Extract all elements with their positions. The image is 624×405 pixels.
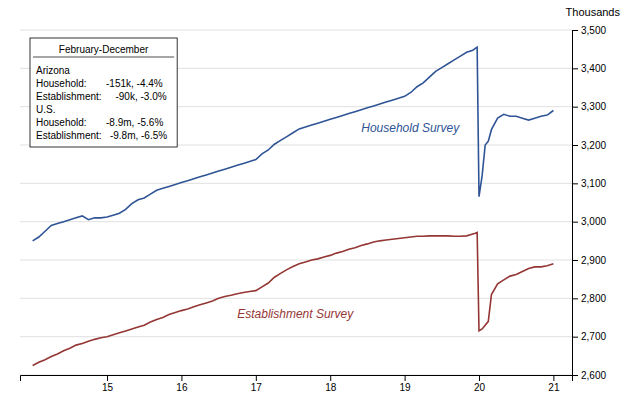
grid-line	[20, 183, 572, 184]
x-tick-mark	[330, 375, 331, 381]
series-line	[33, 232, 554, 365]
x-tick: 17	[251, 375, 263, 393]
x-tick: 15	[102, 375, 114, 393]
y-tick: 2,600	[572, 370, 606, 381]
y-tick-mark	[572, 30, 578, 31]
x-tick-label: 20	[474, 382, 486, 393]
x-tick-mark	[405, 375, 406, 381]
x-axis: 15 16 17 18 19 20 21	[21, 375, 573, 393]
y-tick-label: 3,200	[581, 140, 606, 151]
y-tick-mark	[572, 107, 578, 108]
y-tick: 3,200	[572, 140, 606, 151]
x-tick: 20	[474, 375, 486, 393]
x-tick-mark	[479, 375, 480, 381]
annotation-line: Establishment: -9.8m, -6.5%	[36, 130, 167, 141]
y-tick: 3,400	[572, 63, 606, 74]
chart: 15 16 17 18 19 20 21 2,600 2,700 2,800 2,900 3,000 3…	[0, 0, 624, 405]
annotation-line: Establishment: -90k, -3.0%	[36, 91, 167, 102]
x-tick: 18	[325, 375, 337, 393]
x-tick-label: 16	[176, 382, 188, 393]
x-tick-mark	[107, 375, 108, 381]
x-tick: 16	[176, 375, 188, 393]
y-tick-label: 2,900	[581, 255, 606, 266]
grid	[20, 30, 572, 375]
x-axis-line	[21, 376, 573, 382]
y-tick-label: 2,600	[581, 370, 606, 381]
chart-title: Thousands	[566, 6, 621, 18]
y-tick-mark	[572, 183, 578, 184]
y-tick-label: 3,100	[581, 178, 606, 189]
annotation-line: Arizona	[36, 65, 70, 76]
y-axis: 2,600 2,700 2,800 2,900 3,000 3,100 3,200 3,300…	[572, 25, 606, 381]
y-tick-label: 3,000	[581, 216, 606, 227]
annotation-title: February-December	[59, 44, 149, 55]
grid-line	[20, 298, 572, 299]
y-tick-mark	[572, 145, 578, 146]
y-tick: 2,700	[572, 331, 606, 342]
x-tick-label: 17	[251, 382, 263, 393]
x-tick-label: 15	[102, 382, 114, 393]
annotation-line: Household: -151k, -4.4%	[36, 78, 163, 89]
y-tick-mark	[572, 298, 578, 299]
y-tick-mark	[572, 260, 578, 261]
grid-line	[20, 30, 572, 31]
grid-line	[20, 260, 572, 261]
annotation-line: U.S.	[36, 104, 55, 115]
y-tick: 3,300	[572, 101, 606, 112]
x-tick-label: 18	[325, 382, 337, 393]
series-label: Household Survey	[361, 121, 460, 135]
x-tick-mark	[256, 375, 257, 381]
y-tick: 3,100	[572, 178, 606, 189]
x-tick: 19	[400, 375, 412, 393]
x-tick-label: 21	[548, 382, 560, 393]
y-tick: 3,500	[572, 25, 606, 36]
y-tick-label: 3,300	[581, 101, 606, 112]
x-tick-mark	[181, 375, 182, 381]
x-tick: 21	[548, 375, 560, 393]
y-axis-line	[573, 31, 579, 376]
y-tick: 2,900	[572, 255, 606, 266]
y-tick-label: 2,800	[581, 293, 606, 304]
y-tick-label: 3,400	[581, 63, 606, 74]
y-tick-mark	[572, 375, 578, 376]
x-tick-mark	[553, 375, 554, 381]
grid-line	[20, 221, 572, 222]
y-tick-mark	[572, 68, 578, 69]
series-label: Establishment Survey	[237, 307, 354, 321]
annotation-box	[30, 38, 177, 147]
annotation-line: Household: -8.9m, -5.6%	[36, 117, 163, 128]
y-tick: 3,000	[572, 216, 606, 227]
y-tick-label: 3,500	[581, 25, 606, 36]
labels: Household Survey Establishment Survey	[237, 121, 460, 321]
y-tick-mark	[572, 337, 578, 338]
y-tick: 2,800	[572, 293, 606, 304]
annotation-underline	[33, 57, 174, 58]
plot-area	[33, 47, 554, 365]
y-tick-label: 2,700	[581, 331, 606, 342]
x-tick-label: 19	[400, 382, 412, 393]
y-tick-mark	[572, 222, 578, 223]
annotation: February-December Arizona Household: -151k…	[30, 38, 177, 147]
